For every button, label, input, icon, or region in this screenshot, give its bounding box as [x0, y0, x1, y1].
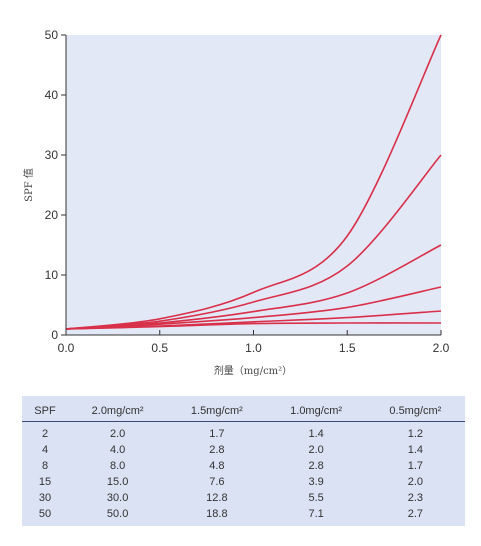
header-0-5mg: 0.5mg/cm²: [365, 401, 465, 422]
x-axis-title: 剂量（mg/cm²）: [214, 364, 292, 377]
y-tick-label: 50: [45, 28, 59, 42]
table-cell: 3.9: [308, 476, 324, 488]
header-1mg: 1.0mg/cm²: [266, 401, 366, 422]
table-cell: 30.0: [106, 492, 129, 504]
series-line-4: [65, 244, 442, 330]
series-line-5: [65, 154, 442, 330]
table-cell: 50.0: [106, 508, 129, 520]
y-tick-label: 20: [45, 208, 59, 222]
x-tick-label: 0.5: [151, 341, 168, 355]
y-tick-label: 30: [45, 148, 59, 162]
table-row: 4 4.0 2.8 2.0 1.4: [22, 442, 465, 458]
table-row: 50 50.0 18.8 7.1 2.7: [22, 506, 465, 522]
table-cell: 18.8: [206, 508, 228, 520]
table-row: 30 30.0 12.8 5.5 2.3: [22, 490, 465, 506]
y-tick-label: 10: [45, 268, 59, 282]
table-cell: 1.7: [407, 460, 424, 472]
y-axis-title: SPF 值: [22, 168, 35, 202]
table-cell: 2: [41, 428, 49, 440]
table-cell: 4.8: [209, 460, 225, 472]
x-tick-label: 2.0: [433, 341, 450, 355]
table-cell: 1.4: [308, 428, 324, 440]
table-cell: 5.5: [308, 492, 324, 504]
table-cell: 8.0: [109, 460, 126, 472]
table-cell: 15.0: [106, 476, 129, 488]
header-1-5mg: 1.5mg/cm²: [167, 401, 267, 422]
table-cell: 2.0: [308, 444, 324, 456]
x-tick-label: 1.5: [339, 341, 356, 355]
table-cell: 2.7: [407, 508, 424, 520]
table-cell: 30: [38, 492, 52, 504]
table-cell: 50: [38, 508, 52, 520]
table-cell: 4.0: [109, 444, 126, 456]
x-tick-label: 0.0: [58, 341, 75, 355]
table-cell: 1.4: [407, 444, 424, 456]
header-2mg: 2.0mg/cm²: [68, 401, 168, 422]
table-cell: 7.6: [209, 476, 225, 488]
table-cell: 2.8: [209, 444, 225, 456]
table-cell: 1.2: [407, 428, 424, 440]
spf-dose-table-panel: SPF 2.0mg/cm² 1.5mg/cm² 1.0mg/cm² 0.5mg/…: [22, 396, 465, 526]
plot-background: [66, 35, 441, 335]
table-cell: 2.0: [407, 476, 424, 488]
table-cell: 7.1: [308, 508, 324, 520]
table-cell: 15: [38, 476, 52, 488]
table-cell: 2.0: [109, 428, 126, 440]
table-cell: 12.8: [206, 492, 228, 504]
x-tick-label: 1.0: [245, 341, 262, 355]
y-tick-label: 40: [45, 88, 59, 102]
series-line-6: [65, 34, 442, 330]
header-spf: SPF: [22, 401, 68, 422]
table-cell: 1.7: [209, 428, 225, 440]
table-cell: 4: [41, 444, 49, 456]
table-cell: 2.3: [407, 492, 424, 504]
series-line-2: [65, 310, 442, 330]
spf-dose-table: SPF 2.0mg/cm² 1.5mg/cm² 1.0mg/cm² 0.5mg/…: [22, 401, 465, 522]
table-header-row: SPF 2.0mg/cm² 1.5mg/cm² 1.0mg/cm² 0.5mg/…: [22, 401, 465, 422]
series-lines: [65, 34, 442, 330]
table-row: 8 8.0 4.8 2.8 1.7: [22, 458, 465, 474]
spf-dose-chart: 0.0 0.5 1.0 1.5 2.0 0 10 20 30 40 50 SPF 值 剂量（mg/c…: [22, 28, 450, 377]
axis-ticks: 0.0 0.5 1.0 1.5 2.0 0 10 20 30 40 50: [45, 28, 450, 355]
table-row: 2 2.0 1.7 1.4 1.2: [22, 422, 465, 443]
y-tick-label: 0: [51, 328, 58, 342]
table-row: 15 15.0 7.6 3.9 2.0: [22, 474, 465, 490]
table-cell: 2.8: [308, 460, 324, 472]
table-cell: 8: [41, 460, 49, 472]
